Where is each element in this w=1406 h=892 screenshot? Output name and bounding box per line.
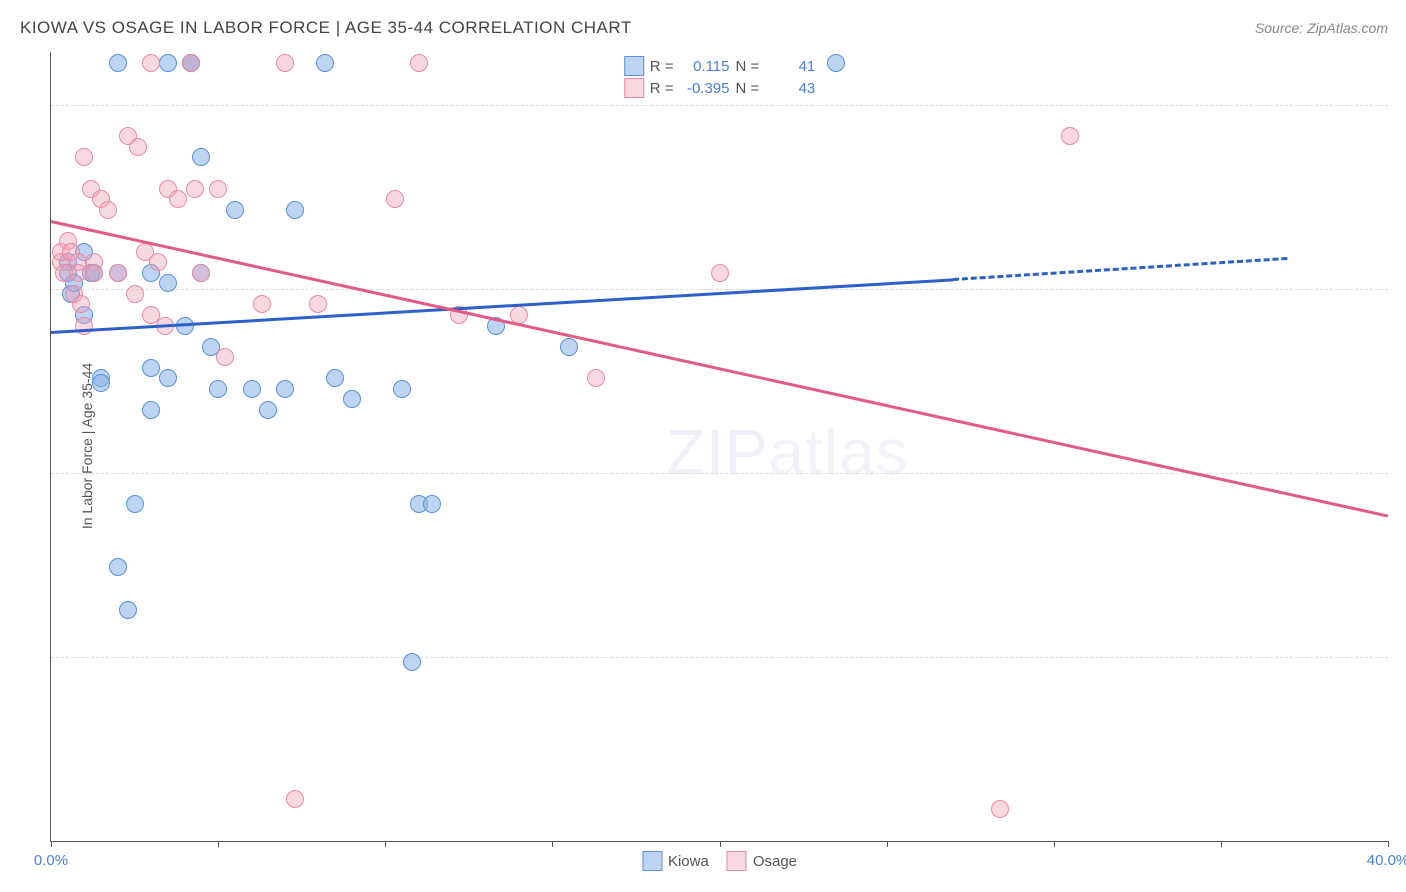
xtick: [1054, 841, 1055, 847]
data-point: [69, 264, 87, 282]
legend-label-kiowa: Kiowa: [668, 853, 709, 870]
data-point: [226, 201, 244, 219]
n-value-osage: 43: [765, 80, 815, 97]
gridline: [51, 657, 1388, 658]
legend-item-kiowa: Kiowa: [642, 851, 709, 871]
data-point: [309, 295, 327, 313]
ytick-label: 47.5%: [1398, 648, 1406, 665]
data-point: [129, 138, 147, 156]
data-point: [393, 380, 411, 398]
data-point: [92, 374, 110, 392]
ytick-label: 100.0%: [1398, 96, 1406, 113]
data-point: [991, 800, 1009, 818]
data-point: [560, 338, 578, 356]
data-point: [142, 54, 160, 72]
data-point: [410, 54, 428, 72]
data-point: [142, 401, 160, 419]
data-point: [142, 359, 160, 377]
watermark-thin: atlas: [769, 416, 909, 488]
stats-row-osage: R = -0.395 N = 43: [624, 78, 816, 98]
swatch-kiowa: [624, 56, 644, 76]
n-label: N =: [736, 80, 760, 97]
data-point: [316, 54, 334, 72]
swatch-osage: [624, 78, 644, 98]
data-point: [72, 295, 90, 313]
data-point: [243, 380, 261, 398]
data-point: [182, 54, 200, 72]
r-label: R =: [650, 80, 674, 97]
xtick-label: 0.0%: [34, 852, 68, 869]
data-point: [276, 380, 294, 398]
xtick: [1388, 841, 1389, 847]
data-point: [403, 653, 421, 671]
data-point: [119, 601, 137, 619]
data-point: [209, 380, 227, 398]
data-point: [259, 401, 277, 419]
data-point: [326, 369, 344, 387]
xtick: [51, 841, 52, 847]
data-point: [126, 495, 144, 513]
data-point: [286, 790, 304, 808]
data-point: [192, 264, 210, 282]
n-label: N =: [736, 58, 760, 75]
r-value-kiowa: 0.115: [680, 58, 730, 75]
data-point: [1061, 127, 1079, 145]
stats-row-kiowa: R = 0.115 N = 41: [624, 56, 816, 76]
ytick-label: 65.0%: [1398, 464, 1406, 481]
n-value-kiowa: 41: [765, 58, 815, 75]
xtick: [720, 841, 721, 847]
data-point: [109, 558, 127, 576]
data-point: [109, 54, 127, 72]
data-point: [149, 253, 167, 271]
data-point: [109, 264, 127, 282]
gridline: [51, 105, 1388, 106]
source-attribution: Source: ZipAtlas.com: [1255, 20, 1388, 36]
data-point: [186, 180, 204, 198]
legend-item-osage: Osage: [727, 851, 797, 871]
data-point: [343, 390, 361, 408]
data-point: [85, 264, 103, 282]
data-point: [209, 180, 227, 198]
data-point: [192, 148, 210, 166]
data-point: [159, 274, 177, 292]
data-point: [126, 285, 144, 303]
xtick: [218, 841, 219, 847]
data-point: [216, 348, 234, 366]
chart-title: KIOWA VS OSAGE IN LABOR FORCE | AGE 35-4…: [20, 18, 632, 38]
data-point: [827, 54, 845, 72]
data-point: [159, 54, 177, 72]
data-point: [711, 264, 729, 282]
data-point: [169, 190, 187, 208]
data-point: [423, 495, 441, 513]
data-point: [386, 190, 404, 208]
ytick-label: 82.5%: [1398, 280, 1406, 297]
xtick: [1221, 841, 1222, 847]
legend-label-osage: Osage: [753, 853, 797, 870]
data-point: [587, 369, 605, 387]
plot-area: ZIPatlas R = 0.115 N = 41 R = -0.395 N =…: [50, 52, 1388, 842]
trend-line: [953, 257, 1287, 281]
r-label: R =: [650, 58, 674, 75]
stats-legend: R = 0.115 N = 41 R = -0.395 N = 43: [614, 52, 826, 102]
xtick: [887, 841, 888, 847]
data-point: [159, 369, 177, 387]
xtick-label: 40.0%: [1367, 852, 1406, 869]
gridline: [51, 289, 1388, 290]
data-point: [286, 201, 304, 219]
data-point: [99, 201, 117, 219]
swatch-kiowa: [642, 851, 662, 871]
data-point: [75, 148, 93, 166]
r-value-osage: -0.395: [680, 80, 730, 97]
data-point: [253, 295, 271, 313]
xtick: [552, 841, 553, 847]
watermark: ZIPatlas: [666, 415, 909, 489]
xtick: [385, 841, 386, 847]
chart-container: KIOWA VS OSAGE IN LABOR FORCE | AGE 35-4…: [0, 0, 1406, 892]
watermark-bold: ZIP: [666, 416, 769, 488]
swatch-osage: [727, 851, 747, 871]
series-legend: Kiowa Osage: [642, 851, 797, 871]
data-point: [276, 54, 294, 72]
